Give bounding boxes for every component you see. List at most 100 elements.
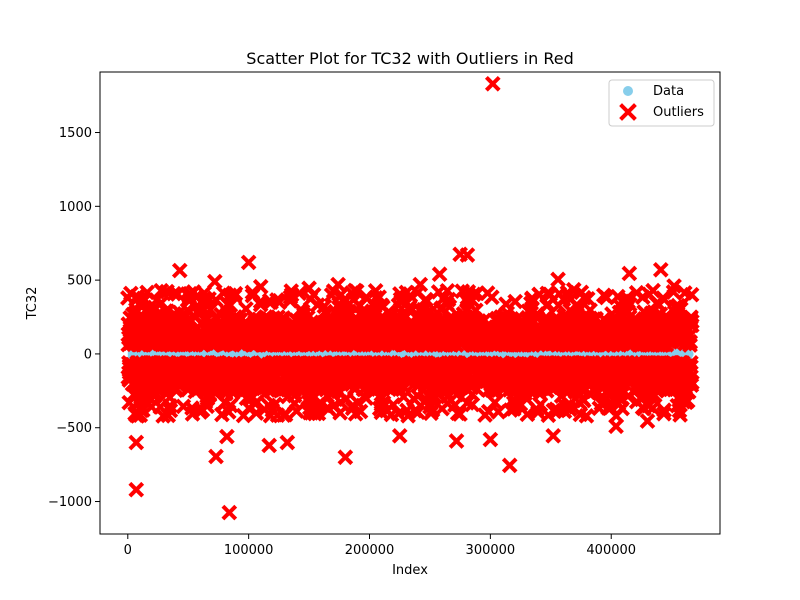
outlier-point-extreme: [484, 75, 501, 92]
outlier-point: [557, 398, 574, 415]
outlier-point-extreme: [240, 254, 257, 271]
legend: Data Outliers: [608, 79, 715, 127]
outlier-point: [544, 316, 560, 333]
outlier-point-extreme: [128, 434, 145, 451]
outlier-point: [592, 360, 609, 377]
outlier-point: [617, 303, 634, 319]
outlier-point: [440, 331, 456, 348]
outlier-point-extreme: [221, 504, 238, 521]
x-tick-label: 0: [124, 543, 132, 558]
outlier-point: [490, 403, 507, 420]
outlier-point: [524, 323, 541, 340]
outlier-point-extreme: [128, 481, 145, 498]
outlier-point: [671, 355, 688, 372]
outlier-point-extreme: [608, 418, 624, 435]
outlier-point: [636, 304, 652, 320]
series-outliers: [120, 75, 700, 521]
outlier-point: [636, 357, 653, 374]
outlier-point: [173, 308, 190, 325]
outlier-point: [271, 355, 288, 371]
outlier-point: [195, 355, 212, 371]
outlier-point: [572, 406, 589, 423]
outlier-point: [674, 367, 690, 384]
outlier-point-extreme: [448, 433, 465, 449]
outlier-point: [392, 286, 408, 302]
outlier-point: [320, 401, 337, 417]
outlier-point: [211, 320, 227, 337]
outlier-point: [402, 299, 418, 315]
outlier-point: [683, 286, 700, 303]
outlier-point: [654, 367, 671, 384]
outlier-point: [422, 303, 439, 320]
outlier-point: [330, 373, 347, 390]
outlier-point: [227, 285, 244, 302]
data-point: [237, 349, 246, 358]
outlier-point-extreme: [206, 273, 223, 290]
outlier-point: [376, 336, 392, 353]
outlier-point: [455, 306, 472, 322]
outlier-point: [587, 311, 604, 327]
y-tick-label: −1000: [48, 495, 92, 510]
outlier-point: [356, 368, 372, 385]
outlier-point-extreme: [459, 247, 476, 263]
outlier-point: [221, 297, 237, 314]
y-tick-label: 1000: [59, 200, 92, 215]
outlier-point-extreme: [279, 434, 296, 451]
outlier-point: [121, 326, 138, 343]
outlier-point: [535, 333, 551, 350]
outlier-point: [484, 289, 500, 306]
outlier-point: [313, 321, 329, 338]
outlier-point: [655, 290, 671, 306]
outlier-point: [241, 400, 257, 416]
x-axis-title: Index: [392, 563, 428, 578]
outlier-point: [412, 355, 429, 371]
outlier-point: [499, 305, 516, 321]
outlier-point-extreme: [252, 278, 269, 295]
outlier-point: [459, 395, 475, 411]
outlier-point: [408, 335, 425, 352]
outlier-point: [636, 400, 652, 417]
outlier-point: [187, 383, 204, 400]
outlier-point: [477, 407, 493, 423]
outlier-point-extreme: [666, 278, 682, 294]
outlier-point: [439, 296, 455, 312]
y-tick-label: 0: [84, 347, 92, 362]
outlier-point: [464, 292, 481, 309]
outlier-point: [193, 294, 210, 310]
outlier-point: [341, 303, 357, 320]
outlier-point: [582, 302, 598, 318]
outlier-point: [418, 366, 434, 383]
outlier-point: [289, 335, 305, 352]
outlier-point: [522, 304, 539, 321]
x-tick-label: 400000: [586, 543, 636, 558]
outlier-point: [572, 395, 588, 411]
outlier-point: [607, 368, 624, 384]
outlier-point: [257, 309, 274, 325]
outlier-point: [658, 337, 675, 353]
outlier-point: [410, 404, 426, 421]
outlier-point: [316, 298, 333, 315]
outlier-point: [276, 324, 293, 341]
legend-marker-outliers: [619, 103, 637, 121]
outlier-point-extreme: [301, 280, 317, 297]
outlier-point: [403, 373, 420, 389]
legend-marker-data: [623, 86, 633, 96]
outlier-point: [167, 318, 184, 335]
outlier-point: [436, 320, 453, 337]
outlier-point: [133, 386, 150, 402]
outlier-point-extreme: [545, 428, 562, 444]
outlier-point: [364, 303, 381, 320]
outlier-point: [218, 372, 235, 389]
plot-frame: [99, 71, 721, 535]
outlier-point: [357, 319, 374, 336]
outlier-point: [532, 396, 549, 413]
outlier-point: [439, 282, 456, 299]
outlier-point: [649, 383, 665, 399]
outlier-point: [595, 287, 612, 304]
outlier-point: [440, 357, 456, 374]
outlier-point: [656, 402, 672, 419]
outlier-point: [621, 362, 638, 378]
outlier-point-extreme: [482, 431, 499, 448]
outlier-point: [610, 395, 627, 412]
x-tick-label: 300000: [466, 543, 516, 558]
